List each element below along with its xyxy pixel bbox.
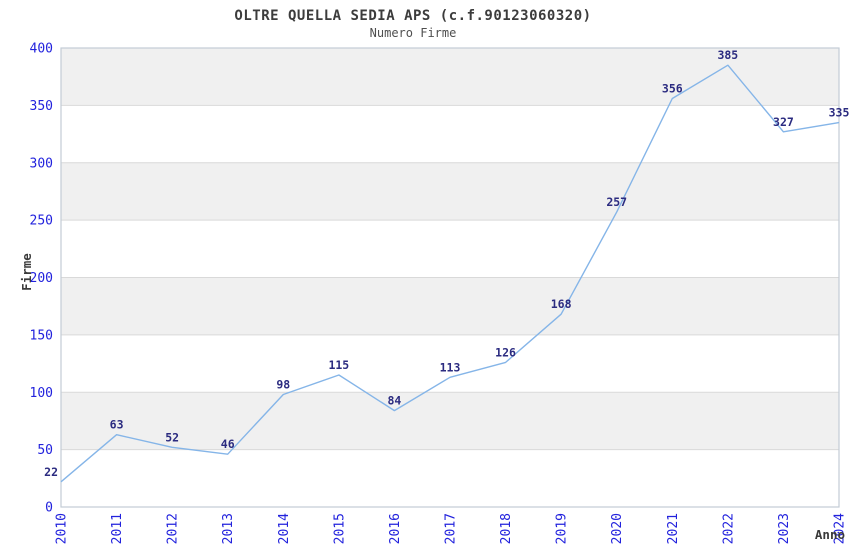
x-tick-label: 2024 — [833, 513, 848, 544]
value-label: 46 — [221, 437, 235, 451]
x-tick-label: 2020 — [610, 513, 625, 544]
y-tick-label: 300 — [30, 156, 53, 171]
x-tick-label: 2017 — [444, 513, 459, 544]
x-tick-label: 2022 — [721, 513, 736, 544]
y-tick-label: 200 — [30, 271, 53, 286]
value-label: 98 — [276, 378, 290, 392]
value-label: 22 — [44, 465, 58, 479]
x-tick-label: 2018 — [499, 513, 514, 544]
value-label: 168 — [551, 297, 572, 311]
value-label: 327 — [773, 115, 794, 129]
y-tick-label: 350 — [30, 99, 53, 114]
value-label: 335 — [829, 106, 850, 120]
x-tick-label: 2015 — [332, 513, 347, 544]
y-tick-label: 50 — [37, 443, 53, 458]
y-tick-label: 400 — [30, 42, 53, 57]
x-tick-label: 2010 — [55, 513, 70, 544]
y-grid-band — [61, 277, 839, 335]
y-tick-label: 100 — [30, 386, 53, 401]
x-tick-label: 2016 — [388, 513, 403, 544]
chart-subtitle: Numero Firme — [369, 26, 457, 40]
x-axis-title: Anno — [815, 527, 845, 542]
value-label: 257 — [606, 195, 627, 209]
value-label: 113 — [440, 360, 461, 374]
y-tick-label: 250 — [30, 214, 53, 229]
y-grid-band — [61, 162, 839, 221]
y-tick-label: 150 — [30, 328, 53, 343]
data-line — [60, 64, 840, 483]
x-tick-label: 2014 — [277, 513, 292, 544]
y-grid-band — [61, 392, 839, 450]
x-tick-label: 2023 — [777, 513, 792, 544]
value-label: 115 — [328, 358, 349, 372]
plot-border — [60, 47, 840, 508]
x-tick-label: 2011 — [110, 513, 125, 544]
y-tick-label: 0 — [45, 501, 53, 516]
x-tick-label: 2019 — [555, 513, 570, 544]
x-tick-label: 2021 — [666, 513, 681, 544]
x-tick-label: 2012 — [166, 513, 181, 544]
value-label: 126 — [495, 345, 516, 359]
value-label: 84 — [387, 394, 401, 408]
x-tick-label: 2013 — [221, 513, 236, 544]
value-label: 385 — [717, 48, 738, 62]
chart-title: OLTRE QUELLA SEDIA APS (c.f.90123060320) — [234, 8, 592, 24]
value-label: 63 — [110, 418, 124, 432]
y-axis-title: Firme — [19, 253, 34, 291]
value-label: 356 — [662, 81, 683, 95]
value-label: 52 — [165, 430, 179, 444]
